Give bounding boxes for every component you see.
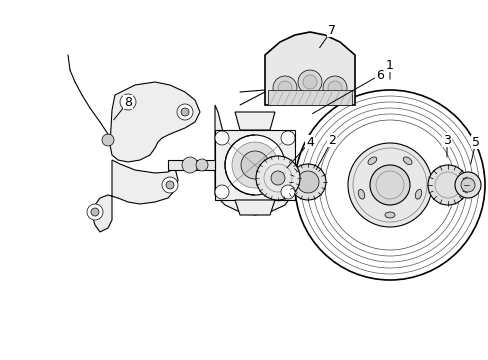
Circle shape <box>281 185 294 199</box>
Circle shape <box>327 81 341 95</box>
Text: 3: 3 <box>442 134 450 147</box>
Polygon shape <box>92 160 178 232</box>
Circle shape <box>297 70 321 94</box>
Circle shape <box>289 164 325 200</box>
Circle shape <box>454 172 480 198</box>
Circle shape <box>256 156 299 200</box>
Circle shape <box>124 98 132 106</box>
Circle shape <box>196 159 207 171</box>
Ellipse shape <box>403 157 411 165</box>
Text: 5: 5 <box>471 135 479 149</box>
Polygon shape <box>267 90 351 105</box>
Circle shape <box>91 208 99 216</box>
Circle shape <box>224 135 285 195</box>
Circle shape <box>294 90 484 280</box>
Circle shape <box>215 131 228 145</box>
Text: 4: 4 <box>305 135 313 149</box>
Circle shape <box>303 75 316 89</box>
Circle shape <box>347 143 431 227</box>
Circle shape <box>296 171 318 193</box>
Circle shape <box>369 165 409 205</box>
Ellipse shape <box>358 189 364 199</box>
Text: 2: 2 <box>327 134 335 147</box>
Circle shape <box>272 76 296 100</box>
Ellipse shape <box>367 157 376 165</box>
Text: 7: 7 <box>327 23 335 36</box>
Circle shape <box>231 142 278 188</box>
Text: 6: 6 <box>375 68 383 81</box>
Circle shape <box>87 204 103 220</box>
Circle shape <box>427 165 467 205</box>
Circle shape <box>165 181 174 189</box>
Circle shape <box>181 108 189 116</box>
Circle shape <box>182 157 198 173</box>
Ellipse shape <box>384 212 394 218</box>
Circle shape <box>278 81 291 95</box>
Text: 8: 8 <box>124 95 132 108</box>
Circle shape <box>120 94 136 110</box>
Circle shape <box>102 134 114 146</box>
Polygon shape <box>168 160 215 170</box>
Text: 1: 1 <box>385 59 393 72</box>
Polygon shape <box>215 130 294 200</box>
Circle shape <box>215 185 228 199</box>
Circle shape <box>177 104 193 120</box>
Polygon shape <box>235 112 274 130</box>
Circle shape <box>323 76 346 100</box>
Circle shape <box>281 131 294 145</box>
Polygon shape <box>264 32 354 105</box>
Polygon shape <box>110 82 200 162</box>
Circle shape <box>270 171 285 185</box>
Circle shape <box>460 178 474 192</box>
Circle shape <box>241 151 268 179</box>
Circle shape <box>162 177 178 193</box>
Polygon shape <box>235 200 274 215</box>
Ellipse shape <box>414 189 421 199</box>
Polygon shape <box>215 105 294 215</box>
